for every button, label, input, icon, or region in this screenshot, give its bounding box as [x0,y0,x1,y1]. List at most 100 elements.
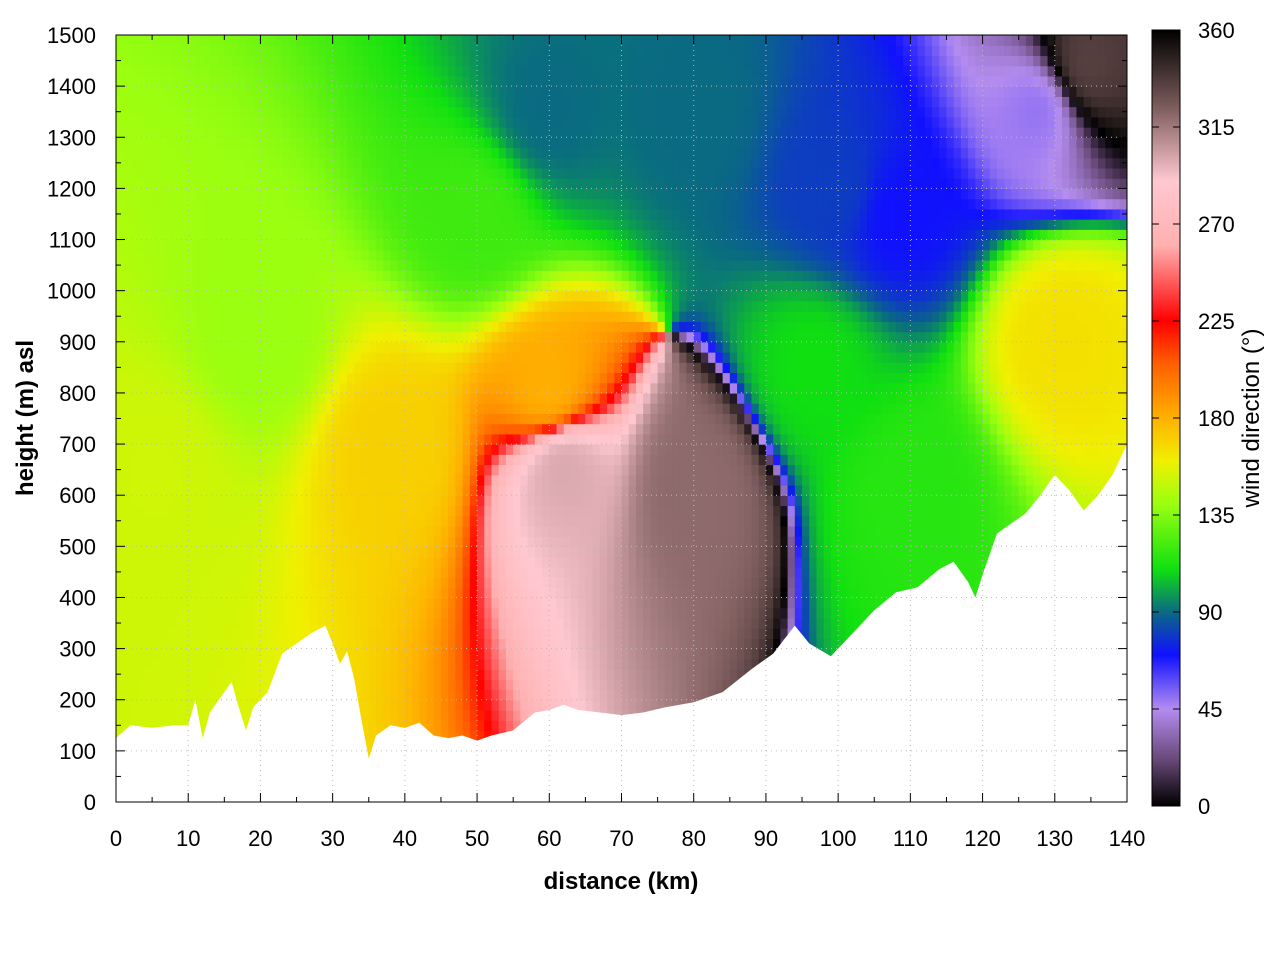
heatmap-cell [375,474,384,486]
heatmap-cell [513,566,521,578]
heatmap-cell [448,720,457,732]
heatmap-cell [188,249,197,261]
heatmap-cell [166,96,175,108]
heatmap-cell [267,249,276,261]
heatmap-cell [195,167,204,179]
heatmap-cell [303,464,312,476]
heatmap-cell [209,96,218,108]
heatmap-cell [513,423,521,435]
heatmap-cell [462,403,471,414]
heatmap-cell [231,321,240,333]
heatmap-cell [123,75,132,87]
heatmap-cell [412,65,420,77]
heatmap-cell [173,188,182,200]
heatmap-cell [491,638,500,650]
heatmap-cell [173,454,182,466]
heatmap-cell [383,147,392,159]
heatmap-cell [296,331,305,343]
heatmap-cell [368,249,377,261]
heatmap-cell [578,178,586,189]
heatmap-cell [318,300,327,312]
heatmap-cell [397,566,406,578]
heatmap-cell [310,35,319,46]
heatmap-cell [354,352,363,363]
heatmap-cell [455,219,464,230]
heatmap-cell [585,413,594,425]
heatmap-cell [238,607,247,619]
heatmap-cell [137,464,146,476]
heatmap-cell [310,249,319,261]
heatmap-cell [116,45,124,57]
heatmap-cell [505,474,514,486]
heatmap-cell [202,116,211,128]
heatmap-cell [202,157,211,169]
heatmap-cell [274,628,283,639]
heatmap-cell [289,167,298,179]
heatmap-cell [260,536,269,547]
heatmap-cell [195,556,204,568]
heatmap-cell [267,617,276,629]
heatmap-cell [542,259,550,271]
heatmap-cell [375,454,384,466]
heatmap-cell [484,35,493,46]
heatmap-cell [130,474,139,486]
heatmap-cell [383,566,392,578]
heatmap-cell [556,188,565,200]
heatmap-cell [484,454,493,466]
heatmap-cell [188,587,197,599]
heatmap-cell [245,55,254,67]
heatmap-cell [469,127,478,138]
heatmap-cell [274,525,283,537]
heatmap-cell [368,198,377,210]
heatmap-cell [426,45,435,57]
heatmap-cell [433,454,442,466]
heatmap-cell [361,607,370,619]
heatmap-cell [513,413,521,425]
heatmap-cell [383,362,392,374]
heatmap-cell [383,546,392,558]
heatmap-cell [123,617,132,629]
heatmap-cell [462,709,471,721]
heatmap-cell [469,35,478,46]
heatmap-cell [549,157,558,169]
heatmap-cell [563,270,572,282]
heatmap-cell [534,546,543,558]
heatmap-cell [368,55,377,67]
heatmap-cell [513,648,521,660]
heatmap-cell [260,515,269,527]
heatmap-cell [368,546,377,558]
heatmap-cell [448,116,457,128]
heatmap-cell [303,444,312,455]
heatmap-cell [368,444,377,455]
heatmap-cell [570,280,579,292]
heatmap-cell [383,86,392,97]
heatmap-cell [549,505,558,517]
heatmap-cell [166,372,175,384]
heatmap-cell [202,372,211,384]
heatmap-cell [347,45,355,57]
heatmap-cell [217,229,225,241]
heatmap-cell [123,607,132,619]
heatmap-cell [303,86,312,97]
heatmap-cell [354,75,363,87]
heatmap-cell [563,525,572,537]
heatmap-cell [195,587,204,599]
heatmap-cell [195,239,204,251]
heatmap-cell [477,505,485,517]
heatmap-cell [347,75,355,87]
heatmap-cell [513,689,521,701]
heatmap-cell [195,127,204,138]
heatmap-cell [253,96,262,108]
heatmap-cell [325,35,334,46]
heatmap-cell [462,679,471,691]
heatmap-cell [412,669,420,680]
heatmap-cell [527,638,536,650]
heatmap-cell [180,454,189,466]
heatmap-cell [202,382,211,394]
heatmap-cell [152,300,160,312]
heatmap-cell [462,208,471,220]
heatmap-cell [397,444,406,455]
heatmap-cell [563,331,572,343]
heatmap-cell [412,464,420,476]
heatmap-cell [318,219,327,230]
